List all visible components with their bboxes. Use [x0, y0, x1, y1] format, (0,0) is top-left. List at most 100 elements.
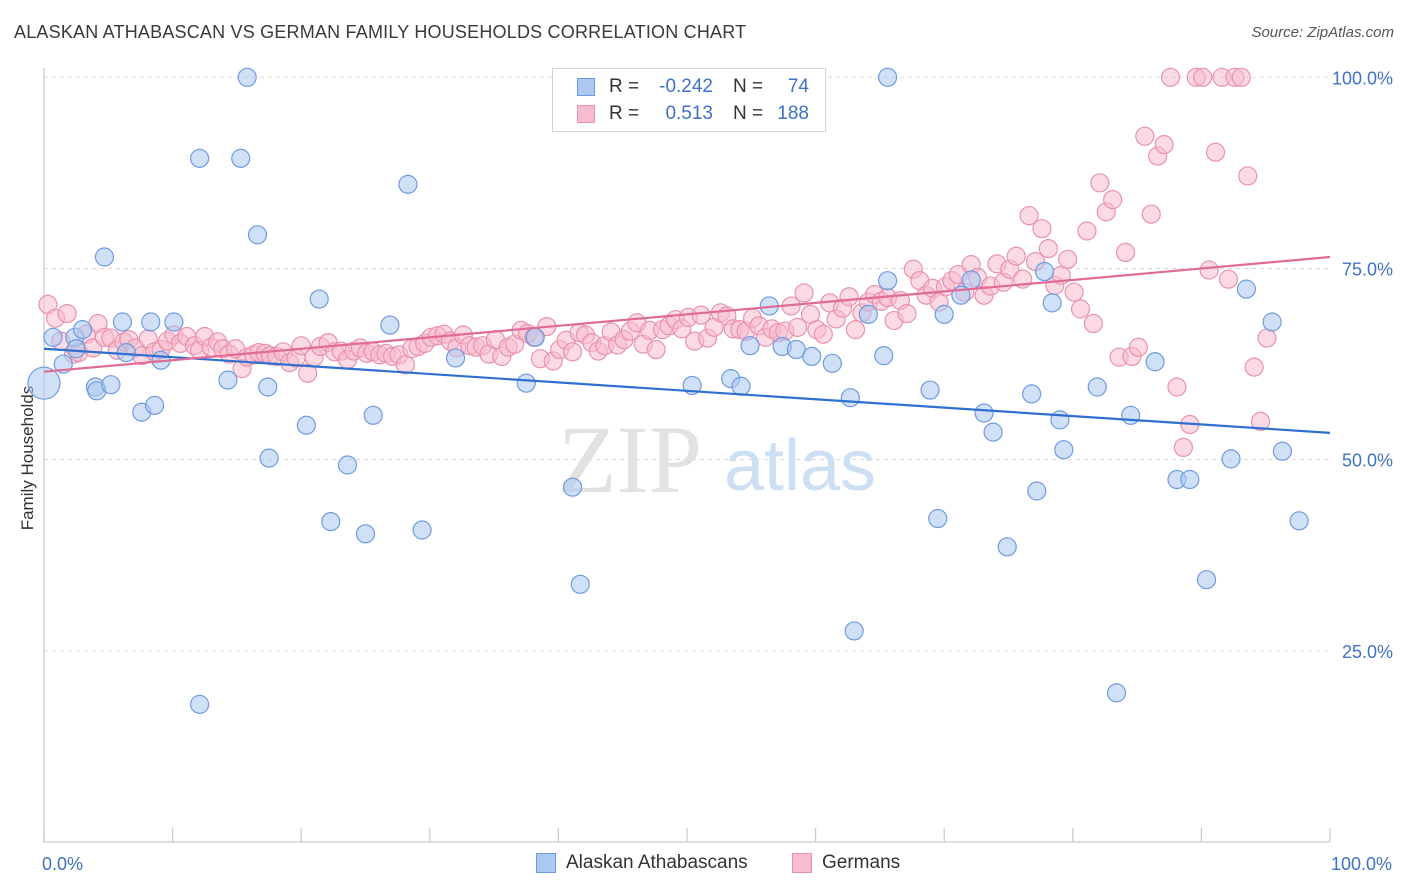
- german-point: [897, 303, 917, 324]
- athabascan-point: [840, 388, 860, 408]
- y-tick-label: 75.0%: [1342, 259, 1393, 279]
- german-point: [1218, 269, 1239, 289]
- legend-item-germans[interactable]: Germans: [792, 852, 900, 874]
- y-tick-label: 50.0%: [1342, 451, 1393, 471]
- source-label: Source: ZipAtlas.com: [1251, 24, 1394, 41]
- athabascan-point: [1034, 261, 1055, 282]
- athabascan-point: [337, 455, 358, 475]
- legend-swatch-pink: [577, 105, 595, 123]
- legend-r-label: R =: [609, 103, 640, 124]
- legend-r-value: 0.513: [665, 103, 713, 124]
- legend-n-value: 188: [777, 103, 809, 124]
- series-alaskan-athabascans: [27, 67, 1309, 714]
- german-point: [787, 317, 808, 337]
- athabascan-point: [380, 315, 400, 335]
- german-point: [839, 287, 859, 307]
- athabascan-point: [1087, 377, 1107, 397]
- athabascan-point: [66, 339, 86, 359]
- athabascan-point: [1221, 449, 1241, 469]
- german-point: [1244, 357, 1264, 377]
- series-legend: Alaskan Athabascans Germans: [0, 852, 1406, 878]
- athabascan-point: [822, 353, 842, 373]
- axes: [43, 68, 1331, 843]
- legend-label: Germans: [822, 852, 901, 873]
- athabascan-point: [363, 405, 383, 425]
- athabascan-point: [321, 511, 341, 532]
- german-point: [1090, 173, 1110, 193]
- german-point: [1160, 67, 1181, 87]
- german-point: [1058, 249, 1078, 269]
- watermark: ZIP atlas: [558, 406, 876, 513]
- german-point: [1167, 377, 1187, 397]
- legend-n-label: N =: [733, 76, 764, 97]
- athabascan-point: [802, 346, 822, 367]
- athabascan-point: [874, 346, 894, 366]
- athabascan-point: [731, 376, 751, 396]
- athabascan-point: [997, 537, 1017, 557]
- athabascan-point: [144, 395, 165, 415]
- athabascan-point: [844, 621, 864, 641]
- german-point: [1070, 299, 1091, 319]
- athabascan-point: [740, 336, 760, 356]
- trend-lines: [43, 255, 1331, 434]
- athabascan-point: [190, 148, 210, 168]
- german-point: [1115, 242, 1136, 263]
- athabascan-point: [961, 270, 981, 290]
- athabascan-point: [259, 448, 279, 468]
- athabascan-point: [1054, 440, 1074, 460]
- athabascan-point: [1262, 312, 1282, 332]
- athabascan-point: [1272, 441, 1293, 461]
- legend-swatch-blue: [577, 78, 595, 96]
- german-point: [813, 324, 833, 344]
- athabascan-point: [398, 174, 418, 194]
- trend-line-athabascan: [43, 347, 1331, 434]
- athabascan-point: [72, 320, 93, 340]
- athabascan-point: [525, 327, 545, 347]
- german-point: [1077, 221, 1097, 241]
- athabascan-point: [164, 312, 184, 332]
- german-point: [1231, 67, 1251, 87]
- german-point: [1103, 190, 1123, 210]
- athabascan-point: [1050, 410, 1070, 430]
- german-point: [57, 303, 77, 324]
- athabascan-point: [1042, 293, 1062, 313]
- german-point: [1199, 260, 1219, 280]
- legend-row-alaskan: R = -0.242 N = 74: [577, 74, 809, 100]
- athabascan-point: [445, 348, 466, 368]
- athabascan-point: [1236, 279, 1257, 299]
- x-tick-label: 100.0%: [1331, 854, 1392, 874]
- y-tick-label: 100.0%: [1332, 68, 1393, 88]
- german-point: [1083, 313, 1103, 334]
- legend-r-value: -0.242: [659, 76, 713, 97]
- chart-title: ALASKAN ATHABASCAN VS GERMAN FAMILY HOUS…: [14, 22, 747, 42]
- athabascan-point: [1289, 511, 1309, 531]
- legend-item-alaskan-athabascans[interactable]: Alaskan Athabascans: [536, 852, 748, 874]
- athabascan-point: [1145, 352, 1165, 372]
- legend-swatch-blue: [536, 853, 556, 873]
- legend-r-label: R =: [609, 76, 640, 97]
- german-point: [1238, 166, 1258, 186]
- german-point: [1064, 282, 1084, 302]
- athabascan-point: [112, 312, 133, 332]
- correlation-legend: R = -0.242 N = 74 R = 0.513 N = 188: [552, 68, 826, 132]
- athabascan-point: [412, 520, 432, 540]
- german-point: [1250, 411, 1271, 432]
- trend-line-german: [43, 255, 1331, 373]
- athabascan-point: [258, 377, 278, 397]
- athabascan-point: [928, 508, 948, 529]
- y-tick-label: 25.0%: [1342, 642, 1393, 662]
- tick-labels: 100.0% 75.0% 50.0% 25.0% 0.0% 100.0%: [42, 68, 1393, 874]
- athabascan-point: [43, 327, 63, 347]
- athabascan-point: [94, 247, 115, 267]
- german-point: [1141, 204, 1161, 224]
- athabascan-point: [570, 574, 590, 594]
- german-point: [845, 320, 866, 340]
- german-point: [1032, 219, 1052, 239]
- german-point: [1173, 437, 1193, 458]
- athabascan-point: [355, 524, 376, 544]
- legend-label: Alaskan Athabascans: [566, 852, 748, 873]
- athabascan-point: [1022, 384, 1042, 404]
- watermark-zip: ZIP: [558, 406, 702, 513]
- legend-n-value: 74: [787, 76, 809, 97]
